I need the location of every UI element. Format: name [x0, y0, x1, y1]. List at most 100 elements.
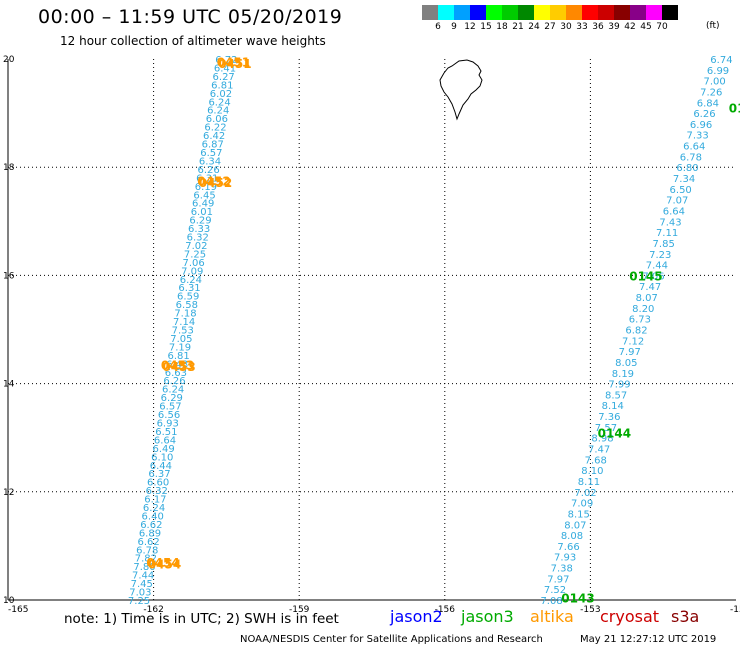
swh-value: 8.11	[578, 477, 600, 488]
swh-value: 6.50	[670, 185, 692, 196]
swh-value: 6.93	[157, 418, 179, 429]
swh-value: 7.06	[642, 271, 664, 282]
page-title: 00:00 – 11:59 UTC 05/20/2019	[38, 6, 343, 28]
swh-value: 7.06	[183, 258, 205, 269]
swh-value: 6.37	[148, 469, 170, 480]
lon-tick-label: -165	[8, 605, 28, 615]
swh-value: 6.24	[162, 385, 184, 396]
swh-value: 6.82	[625, 326, 647, 337]
lat-tick-label: 20	[3, 55, 15, 65]
legend-swatch	[454, 5, 470, 20]
legend-label: 70	[656, 22, 668, 32]
swh-value: 6.31	[178, 283, 200, 294]
swh-value: 7.03	[129, 588, 151, 599]
legend-label: 18	[496, 22, 508, 32]
legend-swatch	[646, 5, 662, 20]
swh-value: 6.06	[206, 114, 228, 125]
swh-value: 6.45	[193, 190, 215, 201]
generated-timestamp: May 21 12:27:12 UTC 2019	[580, 634, 717, 645]
swh-value: 6.33	[188, 224, 210, 235]
swh-value: 6.42	[203, 131, 225, 142]
swh-value: 8.07	[636, 293, 658, 304]
swh-value: 7.25	[184, 249, 206, 260]
swh-value: 7.52	[544, 585, 566, 596]
pass-label: 0454	[146, 556, 179, 570]
swh-value: 7.33	[687, 131, 709, 142]
swh-value: 7.47	[588, 445, 610, 456]
swh-value: 7.08	[540, 596, 562, 607]
swh-value: 6.72	[215, 55, 237, 66]
satellite-name-altika: altika	[530, 607, 574, 626]
legend-label: 36	[592, 22, 604, 32]
legend-label: 45	[640, 22, 652, 32]
swh-value: 7.25	[128, 596, 150, 607]
swh-value: 7.23	[649, 250, 671, 261]
swh-value: 6.26	[693, 109, 715, 120]
swh-value: 6.64	[663, 206, 685, 217]
legend-swatch	[486, 5, 502, 20]
swh-value: 7.57	[595, 423, 617, 434]
swh-value: 8.15	[568, 509, 590, 520]
swh-value: 6.57	[200, 148, 222, 159]
swh-value: 6.63	[165, 368, 187, 379]
legend-swatch	[630, 5, 646, 20]
pass-label: 0453	[161, 359, 194, 373]
pass-label-shadow: 0453	[162, 360, 195, 374]
swh-value: 7.43	[659, 217, 681, 228]
swh-value: 6.26	[198, 165, 220, 176]
legend-swatch	[518, 5, 534, 20]
legend-label: 39	[608, 22, 620, 32]
swh-value: 7.85	[653, 239, 675, 250]
swh-value: 8.20	[632, 304, 654, 315]
swh-value: 7.02	[185, 241, 207, 252]
pass-label: 0143	[561, 591, 594, 605]
swh-value: 7.44	[132, 571, 154, 582]
swh-value: 7.26	[700, 87, 722, 98]
swh-value: 7.14	[173, 317, 195, 328]
swh-value: 6.64	[154, 435, 176, 446]
swh-value: 6.29	[161, 393, 183, 404]
swh-value: 6.62	[140, 520, 162, 531]
swh-value: 7.34	[673, 174, 695, 185]
swh-value: 6.80	[676, 163, 698, 174]
swh-value: 7.09	[181, 266, 203, 277]
legend-swatch	[614, 5, 630, 20]
swh-value: 6.74	[710, 55, 732, 66]
satellite-name-jason2: jason2	[390, 607, 443, 626]
legend-swatch	[502, 5, 518, 20]
legend-swatch	[582, 5, 598, 20]
swh-value: 7.93	[554, 553, 576, 564]
swh-value: 7.18	[174, 309, 196, 320]
swh-value: 6.01	[191, 207, 213, 218]
swh-value: 6.89	[139, 528, 161, 539]
legend-swatch	[598, 5, 614, 20]
axis-labels: -165 -162 -159 -156 -153 -150 10 12 14 16 18 20	[3, 55, 740, 615]
legend-label: 42	[624, 22, 636, 32]
swh-value: 7.19	[169, 342, 191, 353]
lat-lon-grid	[8, 59, 736, 600]
swh-value: 6.81	[211, 80, 233, 91]
legend-swatch	[438, 5, 454, 20]
swh-value: 6.57	[159, 402, 181, 413]
credit-line: NOAA/NESDIS Center for Satellite Applica…	[240, 634, 543, 645]
swh-value: 8.07	[564, 520, 586, 531]
swh-value: 6.32	[146, 486, 168, 497]
swh-value: 6.44	[150, 461, 172, 472]
lat-tick-label: 14	[3, 380, 15, 390]
swh-value: 6.31	[196, 173, 218, 184]
lat-tick-label: 12	[3, 488, 14, 498]
swh-value: 8.14	[602, 401, 624, 412]
pass-label-shadow: 0451	[218, 57, 251, 71]
swh-value: 7.00	[704, 77, 726, 88]
lon-tick-label: -153	[580, 605, 600, 615]
lon-tick-label: -159	[289, 605, 310, 615]
swh-value: 7.45	[131, 579, 153, 590]
swh-value: 8.98	[591, 434, 613, 445]
swh-value: 6.32	[187, 233, 209, 244]
legend-swatch	[662, 5, 678, 20]
swh-value: 6.59	[177, 292, 199, 303]
swh-value: 6.60	[147, 478, 169, 489]
lat-tick-label: 16	[3, 271, 15, 281]
swh-value: 6.96	[690, 120, 712, 131]
